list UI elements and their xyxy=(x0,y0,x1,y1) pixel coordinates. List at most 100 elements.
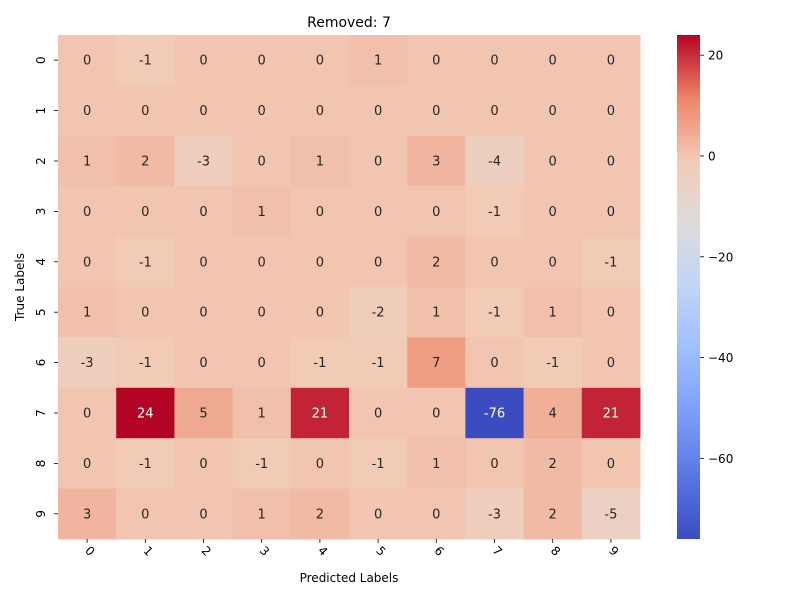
heatmap-cell xyxy=(174,387,234,439)
heatmap-cell xyxy=(523,387,583,439)
heatmap-cell xyxy=(116,438,175,490)
cell-value-label: 0 xyxy=(258,54,266,69)
cell-value-label: 0 xyxy=(374,104,382,119)
heatmap-cell xyxy=(232,387,292,439)
heatmap-cell xyxy=(58,186,117,238)
cell-value-label: 1 xyxy=(549,306,557,321)
heatmap-cell xyxy=(116,35,175,86)
heatmap-cell xyxy=(465,35,525,86)
y-tick-label: 8 xyxy=(34,460,48,468)
x-tick-label: 5 xyxy=(373,544,388,559)
heatmap-cell xyxy=(232,135,292,187)
heatmap-cell xyxy=(465,135,525,187)
cell-value-label: 1 xyxy=(83,306,91,321)
cell-value-label: 1 xyxy=(258,205,266,220)
heatmap-cell xyxy=(232,438,292,490)
cell-value-label: 0 xyxy=(83,54,91,69)
heatmap-cell xyxy=(349,85,408,137)
cell-value-label: 0 xyxy=(258,356,266,371)
cell-value-label: 0 xyxy=(374,205,382,220)
cell-value-label: 0 xyxy=(83,407,91,422)
cell-value-label: 4 xyxy=(549,407,557,422)
heatmap-cell xyxy=(581,85,641,137)
cell-value-label: 0 xyxy=(549,155,557,170)
y-tick-label: 6 xyxy=(34,359,48,367)
heatmap-cell xyxy=(581,186,641,238)
cell-value-label: 0 xyxy=(549,205,557,220)
heatmap-cell xyxy=(465,186,525,238)
heatmap-cell xyxy=(290,85,350,137)
cell-value-label: 0 xyxy=(199,457,207,472)
cell-value-label: 7 xyxy=(432,356,440,371)
x-tick-label: 4 xyxy=(315,544,330,559)
cell-value-label: -1 xyxy=(139,457,152,472)
cell-value-label: 0 xyxy=(490,54,498,69)
heatmap-cell xyxy=(349,438,408,490)
cell-value-label: 2 xyxy=(549,507,557,522)
heatmap-cell xyxy=(174,236,234,288)
x-tick-label: 3 xyxy=(257,544,272,559)
heatmap-cell xyxy=(581,287,641,338)
heatmap-cell xyxy=(290,135,350,187)
heatmap-cell xyxy=(465,287,525,338)
y-axis-label: True Labels xyxy=(13,253,27,322)
x-axis-label: Predicted Labels xyxy=(300,571,399,585)
cell-value-label: -3 xyxy=(488,507,501,522)
x-axis: 0 1 2 3 4 5 6 7 8 9 xyxy=(82,539,621,559)
cell-value-label: 2 xyxy=(432,255,440,270)
cell-value-label: -1 xyxy=(546,356,559,371)
heatmap-cell xyxy=(523,438,583,490)
cell-value-label: 0 xyxy=(607,104,615,119)
cell-value-label: 0 xyxy=(607,205,615,220)
cell-value-label: 1 xyxy=(432,306,440,321)
x-tick-label: 9 xyxy=(606,544,621,559)
x-tick-label: 6 xyxy=(431,544,446,559)
cell-value-label: 0 xyxy=(141,104,149,119)
x-tick-label: 8 xyxy=(548,544,563,559)
x-tick-label: 1 xyxy=(140,544,155,559)
heatmap-cell xyxy=(232,85,292,137)
cell-value-label: 0 xyxy=(316,457,324,472)
cell-value-label: 0 xyxy=(258,155,266,170)
cell-value-label: 0 xyxy=(141,507,149,522)
heatmap-cell xyxy=(232,488,292,540)
cell-value-label: 0 xyxy=(199,205,207,220)
cell-value-label: 1 xyxy=(374,54,382,69)
cell-value-label: 0 xyxy=(199,104,207,119)
cell-value-label: 0 xyxy=(490,356,498,371)
heatmap-cell xyxy=(349,488,408,540)
heatmap-cell xyxy=(349,337,408,389)
cell-value-label: -1 xyxy=(139,255,152,270)
cell-value-label: -1 xyxy=(139,54,152,69)
heatmap-cell xyxy=(523,35,583,86)
heatmap-cell xyxy=(174,35,234,86)
heatmap-cell xyxy=(523,337,583,389)
heatmap-cell xyxy=(116,135,175,187)
cell-value-label: 0 xyxy=(316,104,324,119)
heatmap-cell xyxy=(290,186,350,238)
cell-value-label: 0 xyxy=(316,255,324,270)
heatmap-cell xyxy=(407,35,466,86)
cell-value-label: 1 xyxy=(258,507,266,522)
heatmap-cell xyxy=(174,135,234,187)
cell-value-label: 0 xyxy=(199,507,207,522)
heatmap-cell xyxy=(407,287,466,338)
cell-value-label: 0 xyxy=(374,255,382,270)
cell-value-label: 5 xyxy=(199,407,207,422)
heatmap-cell xyxy=(349,236,408,288)
heatmap-cell xyxy=(407,337,466,389)
y-tick-label: 3 xyxy=(34,208,48,216)
cell-value-label: 0 xyxy=(374,507,382,522)
heatmap-cell xyxy=(232,35,292,86)
heatmap-cell xyxy=(232,287,292,338)
heatmap-cell xyxy=(465,438,525,490)
heatmap-cell xyxy=(174,488,234,540)
heatmap-cell xyxy=(407,186,466,238)
cell-value-label: 0 xyxy=(141,306,149,321)
cell-value-label: 2 xyxy=(549,457,557,472)
cell-value-label: 0 xyxy=(490,104,498,119)
heatmap-cell xyxy=(58,85,117,137)
heatmap-cell xyxy=(465,236,525,288)
cell-value-label: -5 xyxy=(604,507,617,522)
heatmap-cell xyxy=(58,337,117,389)
